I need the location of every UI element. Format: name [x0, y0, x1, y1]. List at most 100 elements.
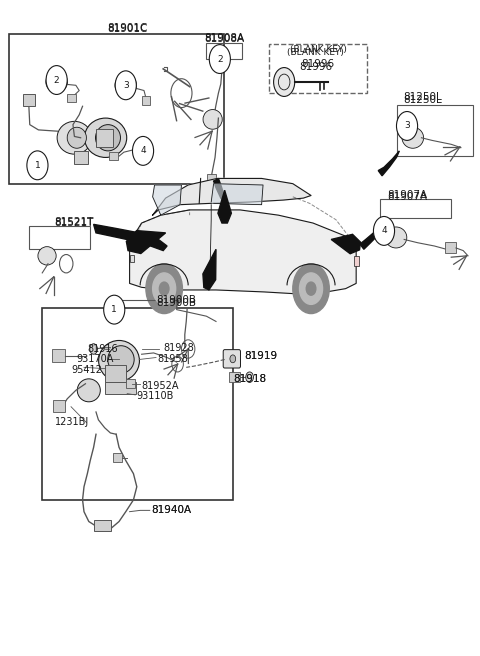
Polygon shape	[126, 231, 166, 253]
Text: 81996: 81996	[301, 59, 335, 70]
Text: 1: 1	[35, 161, 40, 170]
Bar	[53, 400, 65, 412]
Circle shape	[373, 216, 395, 245]
Circle shape	[27, 151, 48, 180]
Ellipse shape	[96, 125, 120, 151]
Ellipse shape	[84, 118, 127, 157]
Polygon shape	[354, 256, 359, 266]
Circle shape	[306, 282, 316, 295]
Text: 81919: 81919	[244, 350, 277, 361]
Bar	[105, 365, 126, 386]
Bar	[397, 105, 473, 156]
Circle shape	[115, 71, 136, 100]
Ellipse shape	[134, 138, 152, 157]
Polygon shape	[130, 255, 134, 262]
Polygon shape	[360, 226, 382, 249]
Circle shape	[153, 273, 176, 304]
Circle shape	[230, 355, 236, 363]
Text: 93170A: 93170A	[77, 354, 114, 365]
Text: 81940A: 81940A	[151, 505, 192, 516]
Ellipse shape	[77, 379, 100, 401]
Circle shape	[46, 66, 67, 94]
Text: 2: 2	[54, 75, 60, 85]
Ellipse shape	[203, 110, 222, 129]
Ellipse shape	[46, 72, 67, 92]
Text: 81907A: 81907A	[387, 190, 427, 201]
Bar	[67, 94, 76, 102]
Circle shape	[159, 282, 169, 295]
Ellipse shape	[385, 227, 407, 248]
Circle shape	[274, 68, 295, 96]
Circle shape	[132, 136, 154, 165]
Text: 81521T: 81521T	[55, 216, 94, 227]
Text: 81907A: 81907A	[387, 192, 427, 202]
Bar	[229, 372, 240, 382]
Text: 95412: 95412	[71, 365, 102, 375]
Text: 81908A: 81908A	[204, 33, 245, 43]
Text: (BLANK KEY): (BLANK KEY)	[288, 48, 344, 57]
Text: 81918: 81918	[233, 374, 266, 384]
Polygon shape	[94, 224, 167, 251]
Text: 81900B: 81900B	[156, 295, 197, 306]
Circle shape	[396, 112, 418, 140]
Text: 4: 4	[381, 226, 387, 236]
Text: 4: 4	[140, 146, 146, 155]
Bar	[207, 174, 216, 182]
Text: 81916: 81916	[87, 344, 118, 354]
Bar	[94, 520, 111, 531]
Ellipse shape	[98, 340, 139, 381]
Polygon shape	[203, 249, 216, 290]
Polygon shape	[153, 185, 181, 215]
Bar	[109, 152, 118, 160]
Circle shape	[104, 295, 125, 324]
Text: 81996: 81996	[299, 62, 333, 72]
Text: 81919: 81919	[244, 350, 277, 361]
Text: 81918: 81918	[233, 374, 266, 384]
Text: 81940A: 81940A	[151, 505, 192, 516]
Circle shape	[146, 264, 182, 314]
Text: 81250L: 81250L	[403, 92, 442, 102]
Bar	[142, 96, 150, 105]
Circle shape	[90, 344, 97, 354]
Polygon shape	[218, 190, 231, 223]
Ellipse shape	[402, 127, 424, 148]
Text: 81521T: 81521T	[55, 218, 94, 228]
Polygon shape	[153, 178, 311, 215]
Polygon shape	[211, 184, 263, 205]
Bar	[29, 226, 90, 249]
Text: 81908A: 81908A	[204, 34, 245, 45]
Circle shape	[300, 273, 323, 304]
Text: 81928: 81928	[163, 342, 194, 353]
Polygon shape	[130, 210, 356, 294]
Ellipse shape	[57, 121, 92, 154]
Ellipse shape	[67, 127, 86, 148]
Bar	[96, 129, 113, 147]
Text: 81901C: 81901C	[107, 23, 147, 33]
Text: 81958: 81958	[157, 354, 188, 365]
Text: 81250L: 81250L	[403, 94, 442, 105]
Bar	[126, 379, 135, 388]
Text: 2: 2	[217, 54, 223, 64]
Circle shape	[246, 372, 253, 382]
Bar	[105, 382, 136, 394]
Bar	[380, 199, 451, 218]
Bar	[42, 308, 233, 500]
Polygon shape	[331, 234, 360, 254]
Bar	[23, 94, 35, 106]
Ellipse shape	[38, 247, 56, 265]
Bar	[52, 349, 65, 362]
Text: 81952A: 81952A	[142, 380, 179, 391]
Ellipse shape	[115, 75, 136, 96]
Polygon shape	[214, 178, 225, 202]
Text: 1: 1	[111, 305, 117, 314]
Bar	[74, 151, 88, 164]
Circle shape	[293, 264, 329, 314]
Bar	[113, 453, 122, 462]
Bar	[206, 43, 242, 59]
Text: 1231BJ: 1231BJ	[55, 417, 89, 428]
FancyBboxPatch shape	[223, 350, 240, 368]
Text: 81901C: 81901C	[107, 24, 147, 34]
Bar	[269, 44, 367, 93]
Text: 3: 3	[123, 81, 129, 90]
Text: 93110B: 93110B	[137, 391, 174, 401]
